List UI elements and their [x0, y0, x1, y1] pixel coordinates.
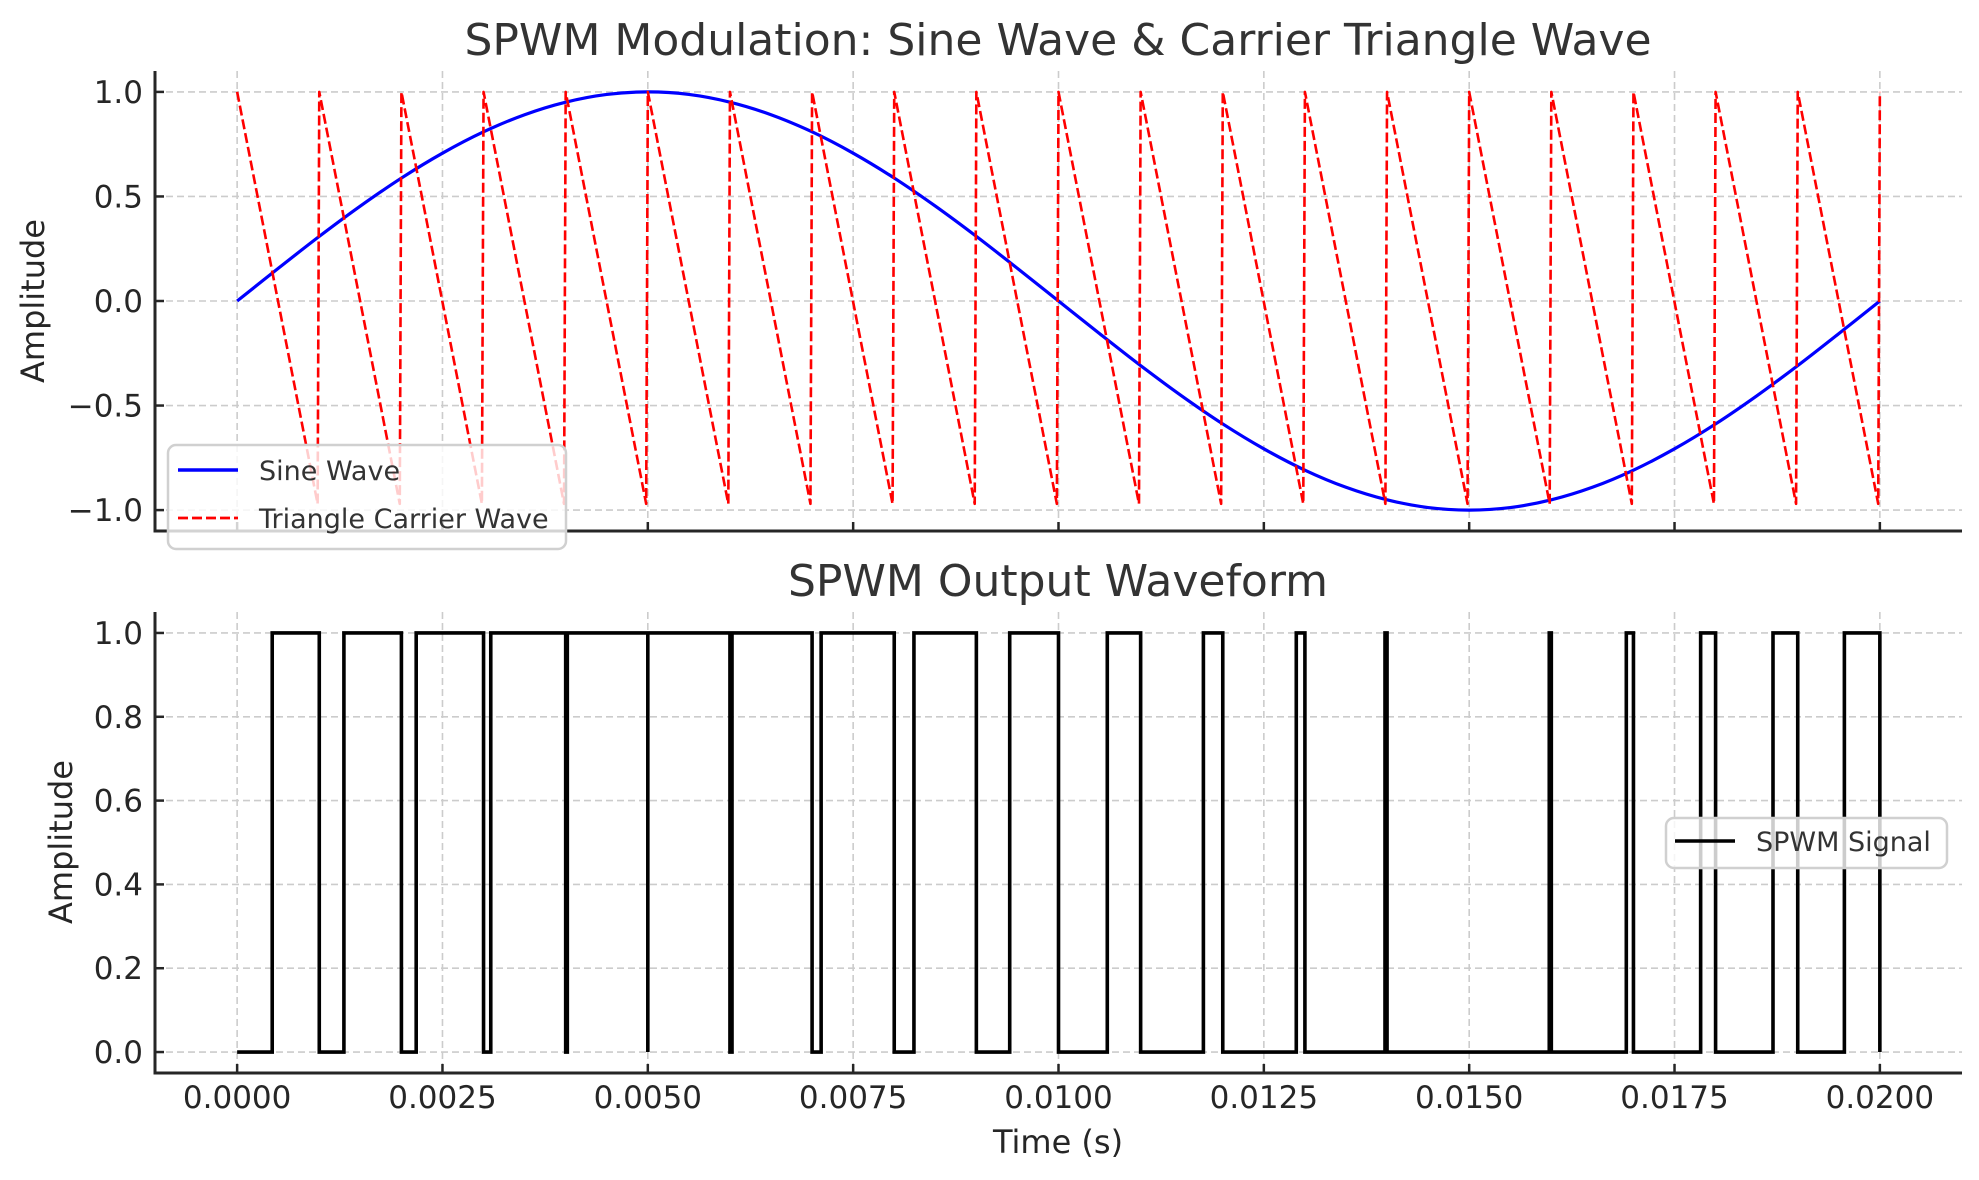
modulation-chart-title: SPWM Modulation: Sine Wave & Carrier Tri… — [464, 15, 1651, 66]
x-tick-label: 0.0175 — [1620, 1080, 1728, 1116]
x-tick-label: 0.0150 — [1415, 1080, 1523, 1116]
x-tick-label: 0.0050 — [594, 1080, 702, 1116]
x-tick-label: 0.0075 — [799, 1080, 907, 1116]
x-tick-label: 0.0125 — [1210, 1080, 1318, 1116]
y-tick-label: 0.4 — [94, 867, 143, 903]
output-plot-area — [237, 631, 1882, 1054]
output-ticks: 0.0000 0.0025 0.0050 0.0075 0.0100 0.0125 0.01… — [94, 616, 1934, 1116]
output-x-axis-label: Time (s) — [992, 1123, 1123, 1161]
spwm-signal-line — [237, 631, 1882, 1054]
x-tick-label: 0.0200 — [1826, 1080, 1934, 1116]
y-tick-label: 0.5 — [94, 179, 143, 215]
modulation-ticks: −1.0 −0.5 0.0 0.5 1.0 — [68, 75, 1882, 531]
y-tick-label: 0.8 — [94, 700, 143, 736]
y-tick-label: 1.0 — [94, 75, 143, 111]
y-tick-label: −0.5 — [68, 389, 143, 425]
modulation-y-axis-label: Amplitude — [14, 219, 52, 383]
modulation-subplot: −1.0 −0.5 0.0 0.5 1.0 SPWM Modulation: Sine … — [14, 15, 1962, 551]
output-legend: SPWM Signal — [1664, 816, 1949, 870]
legend-spwm-label: SPWM Signal — [1756, 827, 1931, 858]
x-tick-label: 0.0000 — [183, 1080, 291, 1116]
y-tick-label: 0.2 — [94, 951, 143, 987]
output-subplot: 0.0000 0.0025 0.0050 0.0075 0.0100 0.0125 0.01… — [42, 556, 1962, 1161]
y-tick-label: 0.0 — [94, 284, 143, 320]
x-tick-label: 0.0025 — [388, 1080, 496, 1116]
x-tick-label: 0.0100 — [1004, 1080, 1112, 1116]
legend-sine-label: Sine Wave — [259, 456, 400, 487]
carrier-wave-line — [235, 90, 1882, 506]
y-tick-label: 0.6 — [94, 784, 143, 820]
output-y-axis-label: Amplitude — [42, 760, 80, 924]
modulation-legend: Sine Wave Triangle Carrier Wave — [166, 443, 568, 551]
legend-carrier-label: Triangle Carrier Wave — [258, 504, 549, 535]
output-chart-title: SPWM Output Waveform — [788, 556, 1328, 607]
output-legend-box — [1664, 816, 1949, 870]
y-tick-label: 0.0 — [94, 1035, 143, 1071]
y-tick-label: −1.0 — [68, 493, 143, 529]
modulation-plot-area — [235, 90, 1882, 512]
y-tick-label: 1.0 — [94, 616, 143, 652]
modulation-legend-box — [166, 443, 568, 551]
